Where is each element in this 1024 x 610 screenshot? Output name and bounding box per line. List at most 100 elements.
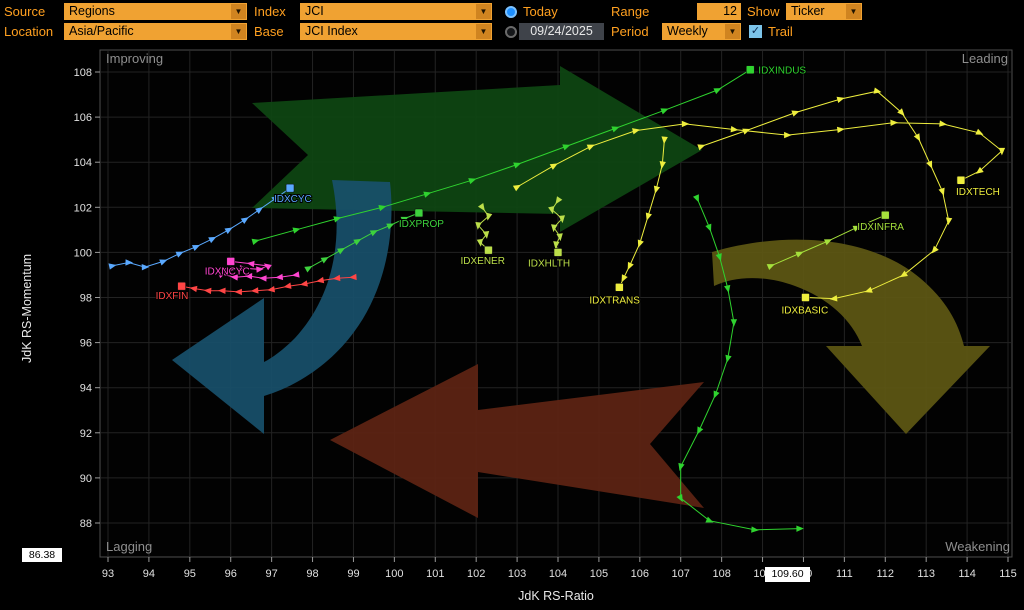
trail-marker [751, 526, 759, 533]
rotation-arrow-weakening-to-lagging [330, 364, 704, 518]
trail-marker [678, 462, 685, 471]
trail-marker [263, 263, 272, 271]
trail-marker [621, 274, 628, 283]
trail-marker [998, 147, 1006, 156]
trail-marker [255, 207, 264, 214]
asof-date-field[interactable]: 09/24/2025 [519, 23, 604, 40]
x-axis-title: JdK RS-Ratio [518, 589, 594, 603]
trail-marker [705, 516, 714, 523]
trail-marker [244, 273, 253, 280]
trail-marker [271, 195, 280, 203]
y-tick-label: 100 [74, 247, 92, 259]
trail-marker [400, 216, 409, 223]
trail-marker [175, 251, 184, 258]
trail-marker [378, 204, 387, 212]
label-IDXNCYC: IDXNCYC [205, 266, 250, 277]
endpoint-IDXPROP[interactable] [414, 208, 424, 218]
label-IDXTRANS: IDXTRANS [589, 295, 640, 306]
period-value: Weekly [667, 24, 708, 38]
endpoint-IDXINFRA[interactable] [880, 210, 890, 220]
endpoint-IDXTECH[interactable] [956, 175, 966, 185]
trail-marker [299, 280, 308, 287]
base-dropdown[interactable]: JCI Index ▼ [300, 23, 492, 40]
trail-marker [715, 253, 722, 262]
trail-marker [659, 161, 666, 169]
trail-marker [676, 494, 683, 503]
today-radio[interactable] [505, 6, 517, 18]
trail-marker [292, 227, 301, 234]
trail-IDXINDUS [255, 69, 751, 242]
trail-marker [230, 274, 239, 281]
label-IDXINDUS: IDXINDUS [758, 66, 806, 77]
trail-marker [562, 144, 571, 151]
endpoint-IDXTRANS[interactable] [615, 283, 624, 292]
chevron-down-icon: ▼ [476, 4, 491, 19]
trail-marker [730, 319, 738, 327]
x-tick-label: 114 [958, 568, 976, 580]
endpoint-IDXBASIC[interactable] [801, 293, 810, 302]
source-dropdown[interactable]: Regions ▼ [64, 3, 247, 20]
label-IDXENER: IDXENER [461, 256, 505, 267]
endpoint-IDXNCYC[interactable] [226, 257, 236, 266]
trail-marker [705, 223, 712, 232]
y-tick-label: 92 [80, 428, 92, 440]
index-label: Index [254, 4, 286, 19]
trail-marker [713, 88, 722, 95]
location-dropdown[interactable]: Asia/Pacific ▼ [64, 23, 247, 40]
range-input[interactable]: 12 [697, 3, 741, 20]
trail-marker [939, 120, 947, 127]
x-tick-label: 115 [999, 568, 1017, 580]
trail-marker [486, 212, 493, 221]
source-label: Source [4, 4, 46, 19]
trail-checkbox[interactable]: ✓ [749, 25, 762, 38]
x-tick-label: 104 [549, 568, 567, 580]
endpoint-IDXFIN[interactable] [177, 281, 186, 291]
asof-date-radio[interactable] [505, 26, 517, 38]
trail-marker [784, 131, 792, 139]
quadrant-label-leading: Leading [961, 51, 1008, 66]
trail-marker [191, 244, 201, 251]
label-IDXHLTH: IDXHLTH [528, 258, 570, 269]
endpoint-IDXHLTH[interactable] [553, 248, 563, 257]
endpoint-IDXENER[interactable] [484, 245, 493, 255]
trail-marker [275, 273, 284, 281]
trail-marker [386, 223, 395, 230]
quadrant-label-weakening: Weakening [945, 539, 1010, 554]
x-tick-label: 103 [508, 568, 526, 580]
chevron-down-icon: ▼ [231, 24, 246, 39]
x-tick-label: 105 [590, 568, 608, 580]
trail-marker [239, 265, 248, 272]
label-IDXTECH: IDXTECH [956, 187, 1000, 198]
trail-marker [251, 238, 260, 245]
trail-marker [724, 284, 731, 293]
x-tick-label: 113 [917, 568, 935, 580]
trail-marker [791, 110, 800, 117]
x-tick-label: 99 [347, 568, 359, 580]
trail-marker [713, 390, 720, 399]
period-dropdown[interactable]: Weekly ▼ [662, 23, 741, 40]
x-tick-label: 93 [102, 568, 114, 580]
trail-marker [795, 251, 804, 258]
trail-marker [549, 163, 558, 170]
endpoint-IDXCYC[interactable] [285, 183, 295, 193]
show-dropdown[interactable]: Ticker ▼ [786, 3, 862, 20]
trail-marker [873, 87, 882, 94]
index-dropdown[interactable]: JCI ▼ [300, 3, 492, 20]
trail-marker [475, 221, 482, 230]
source-value: Regions [69, 4, 115, 18]
trail-marker [512, 184, 521, 192]
x-tick-label: 111 [836, 568, 853, 580]
x-tick-label: 96 [225, 568, 237, 580]
endpoint-IDXINDUS[interactable] [745, 65, 755, 75]
trail-marker [836, 96, 845, 103]
label-IDXINFRA: IDXINFRA [857, 222, 904, 233]
period-label: Period [611, 24, 649, 39]
y-axis-last-value: 86.38 [22, 548, 62, 562]
trail-marker [796, 525, 804, 532]
trail-marker [468, 178, 477, 185]
trail-marker [551, 224, 558, 233]
chevron-down-icon: ▼ [846, 4, 861, 19]
trail-marker [681, 120, 690, 128]
